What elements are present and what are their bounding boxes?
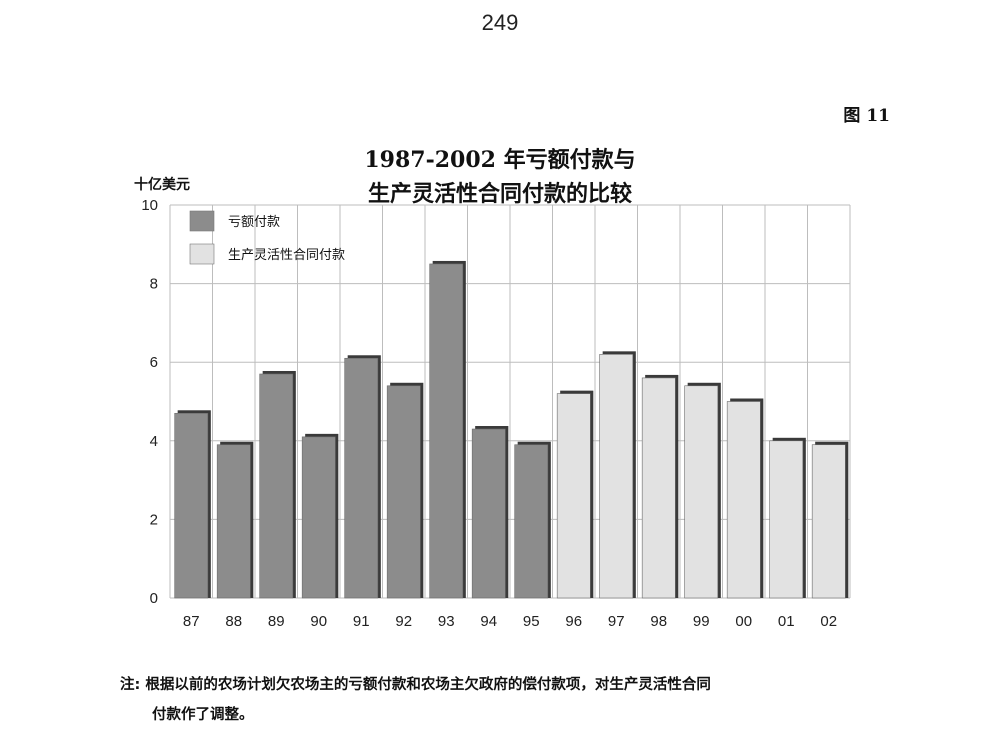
legend-label: 亏额付款 (228, 215, 280, 230)
footnote-line-2: 付款作了调整。 (152, 707, 254, 723)
bar (769, 440, 804, 599)
x-tick-label: 94 (480, 613, 497, 630)
legend-swatch (189, 210, 215, 232)
bar (599, 354, 634, 599)
bar (429, 263, 464, 599)
y-tick-label: 4 (150, 433, 158, 450)
x-tick-label: 96 (565, 613, 582, 630)
x-tick-label: 98 (650, 613, 667, 630)
bar (174, 412, 209, 599)
footnote: 注: 根据以前的农场计划欠农场主的亏额付款和农场主欠政府的偿付款项，对生产灵活性… (120, 670, 890, 730)
x-tick-label: 00 (735, 613, 752, 630)
x-tick-label: 97 (608, 613, 625, 630)
y-tick-label: 10 (141, 197, 158, 214)
bar (641, 377, 676, 599)
bar (344, 357, 379, 599)
chart-title-line-2: 生产灵活性合同付款的比较 (367, 181, 632, 207)
bar (471, 428, 506, 599)
x-tick-label: 92 (395, 613, 412, 630)
x-tick-label: 89 (268, 613, 285, 630)
page-number: 249 (481, 10, 519, 35)
legend-label: 生产灵活性合同付款 (228, 248, 345, 263)
bar (556, 393, 591, 599)
y-tick-label: 2 (150, 511, 158, 528)
x-tick-label: 88 (225, 613, 242, 630)
bar (726, 401, 761, 599)
x-tick-label: 90 (310, 613, 327, 630)
bar (514, 444, 549, 599)
bar (301, 436, 336, 599)
bar (811, 444, 846, 599)
figure-label: 图 11 (843, 106, 890, 126)
x-tick-label: 87 (183, 613, 200, 630)
x-tick-label: 93 (438, 613, 455, 630)
chart-title-line-1: 1987-2002 年亏额付款与 (364, 147, 636, 173)
bar (684, 385, 719, 599)
footnote-line-1: 根据以前的农场计划欠农场主的亏额付款和农场主欠政府的偿付款项，对生产灵活性合同 (145, 677, 711, 693)
y-tick-label: 6 (150, 354, 158, 371)
x-tick-label: 01 (778, 613, 795, 630)
footnote-prefix: 注: (120, 677, 141, 693)
x-tick-label: 99 (693, 613, 710, 630)
bar (216, 444, 251, 599)
bar (259, 373, 294, 599)
x-tick-label: 02 (820, 613, 837, 630)
y-axis-label: 十亿美元 (134, 176, 190, 193)
legend-swatch (189, 243, 215, 265)
x-tick-label: 95 (523, 613, 540, 630)
y-tick-label: 0 (150, 590, 158, 607)
y-tick-label: 8 (150, 276, 158, 293)
bar (386, 385, 421, 599)
x-tick-label: 91 (353, 613, 370, 630)
